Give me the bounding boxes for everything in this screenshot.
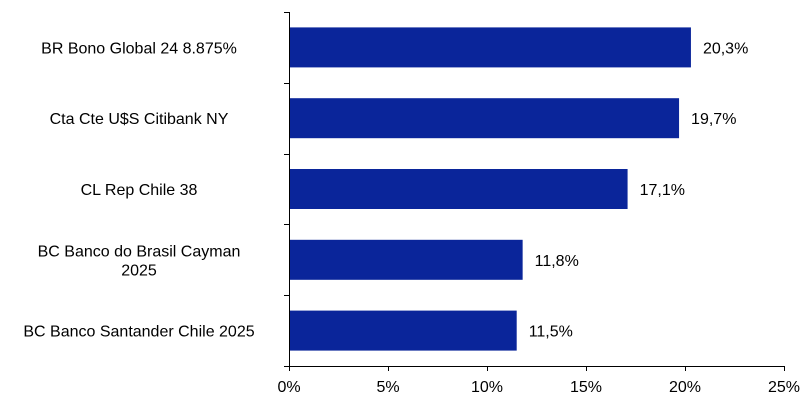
value-label-4: 11,5% <box>529 324 573 341</box>
bar-0 <box>289 27 691 68</box>
category-label-2: CL Rep Chile 38 <box>81 182 198 199</box>
category-label-0: BR Bono Global 24 8.875% <box>41 40 237 57</box>
axes-layer <box>284 12 785 371</box>
x-tick-label-0: 0% <box>277 379 300 395</box>
category-label-3: BC Banco do Brasil Cayman 2025 <box>38 243 241 279</box>
bar-3 <box>289 239 523 280</box>
value-label-0: 20,3% <box>703 40 748 57</box>
category-label-4: BC Banco Santander Chile 2025 <box>23 324 254 341</box>
bars-layer <box>289 27 691 351</box>
value-label-1: 19,7% <box>691 111 736 128</box>
x-tick-labels-layer: 0% 5% 10% 15% 20% 25% <box>277 379 800 395</box>
x-tick-label-2: 10% <box>471 379 503 395</box>
bar-1 <box>289 98 680 139</box>
x-tick-label-5: 25% <box>768 379 800 395</box>
x-tick-label-4: 20% <box>669 379 701 395</box>
category-label-0-line-0: BR Bono Global 24 8.875% <box>41 40 237 57</box>
category-label-1: Cta Cte U$S Citibank NY <box>50 111 229 128</box>
category-label-2-line-0: CL Rep Chile 38 <box>81 182 198 199</box>
x-tick-label-1: 5% <box>376 379 399 395</box>
value-labels-layer: 20,3% 19,7% 17,1% 11,8% 11,5% <box>529 40 749 340</box>
category-labels-layer: BR Bono Global 24 8.875% Cta Cte U$S Citi… <box>23 40 254 340</box>
value-label-2: 17,1% <box>640 182 685 199</box>
category-label-3-line-0: BC Banco do Brasil Cayman <box>38 243 241 260</box>
category-label-1-line-0: Cta Cte U$S Citibank NY <box>50 111 229 128</box>
bar-2 <box>289 169 628 209</box>
category-label-3-line-1: 2025 <box>121 262 157 279</box>
x-tick-label-3: 15% <box>570 379 602 395</box>
value-label-3: 11,8% <box>535 253 579 270</box>
category-label-4-line-0: BC Banco Santander Chile 2025 <box>23 324 254 341</box>
bar-4 <box>289 310 517 351</box>
